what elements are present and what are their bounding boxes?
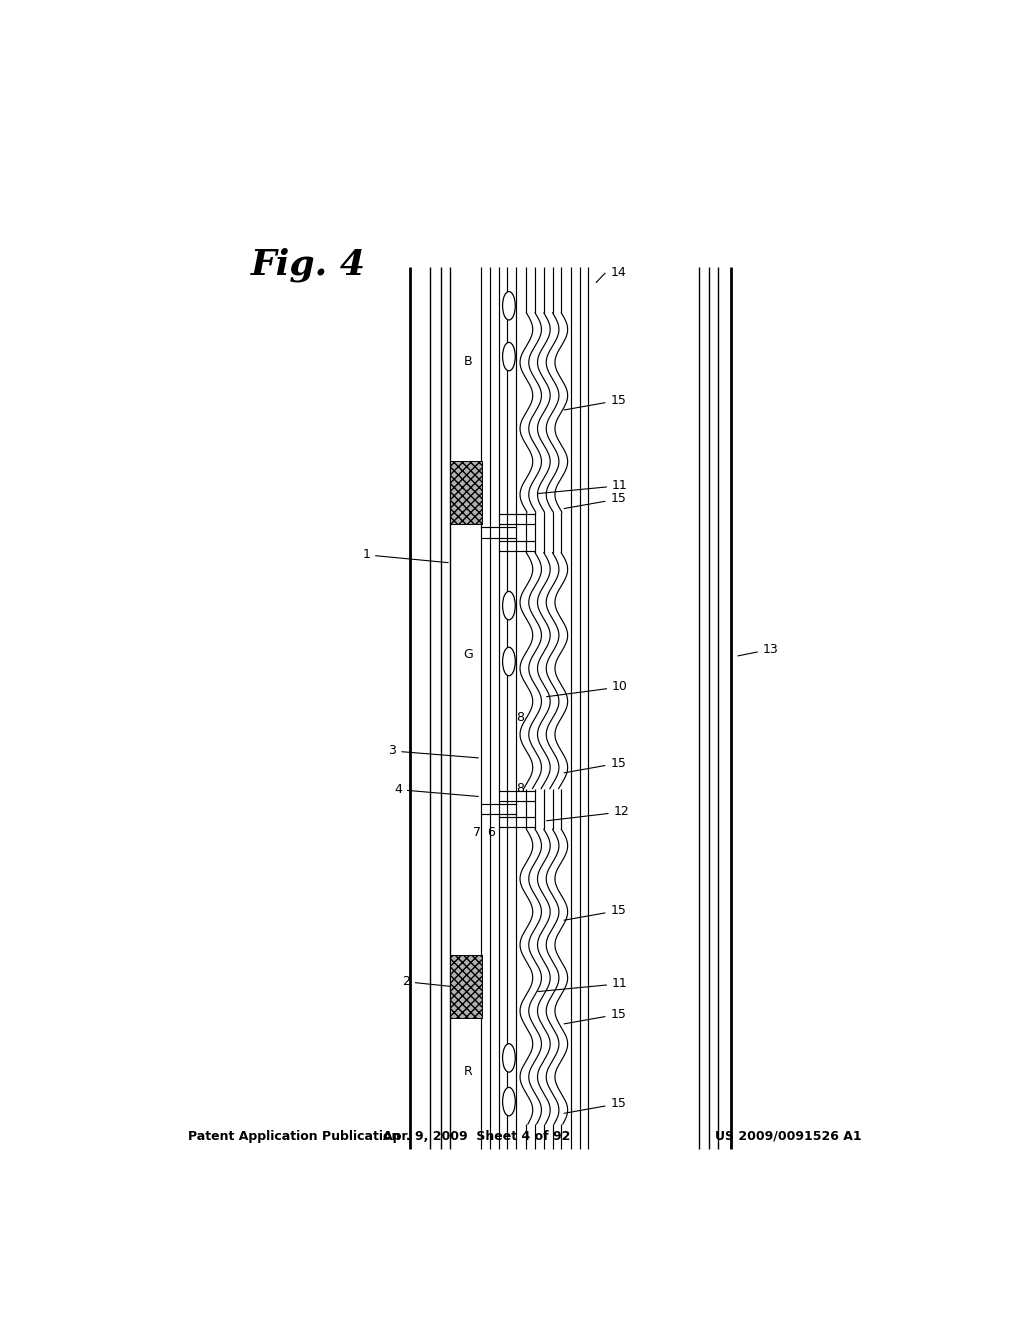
Text: B: B (463, 355, 472, 368)
Text: 14: 14 (610, 265, 627, 279)
Text: 1: 1 (362, 548, 449, 562)
Text: 2: 2 (401, 975, 452, 989)
Text: 3: 3 (388, 744, 478, 758)
Text: 15: 15 (564, 904, 627, 920)
Text: US 2009/0091526 A1: US 2009/0091526 A1 (716, 1130, 862, 1143)
Text: 11: 11 (538, 977, 628, 991)
Text: 10: 10 (547, 680, 628, 697)
Text: 8: 8 (516, 781, 524, 795)
Ellipse shape (503, 647, 515, 676)
Text: 6: 6 (487, 826, 496, 838)
Bar (451, 461, 482, 524)
Text: 8: 8 (516, 711, 524, 723)
Text: R: R (463, 1065, 472, 1077)
Text: 15: 15 (564, 1007, 627, 1024)
Ellipse shape (503, 292, 515, 319)
Text: 15: 15 (564, 756, 627, 772)
Text: 15: 15 (564, 393, 627, 411)
Text: Fig. 4: Fig. 4 (251, 248, 366, 282)
Text: 11: 11 (538, 479, 628, 494)
Ellipse shape (503, 591, 515, 620)
Text: 4: 4 (394, 783, 478, 796)
Text: G: G (463, 648, 472, 661)
Text: 15: 15 (564, 1097, 627, 1113)
Ellipse shape (503, 342, 515, 371)
Text: Apr. 9, 2009  Sheet 4 of 92: Apr. 9, 2009 Sheet 4 of 92 (384, 1130, 570, 1143)
Text: 12: 12 (547, 805, 630, 821)
Text: 7: 7 (473, 826, 481, 838)
Bar (451, 956, 482, 1018)
Text: 13: 13 (738, 643, 778, 656)
Text: Patent Application Publication: Patent Application Publication (187, 1130, 400, 1143)
Ellipse shape (503, 1044, 515, 1072)
Ellipse shape (503, 1088, 515, 1115)
Text: 15: 15 (564, 492, 627, 508)
